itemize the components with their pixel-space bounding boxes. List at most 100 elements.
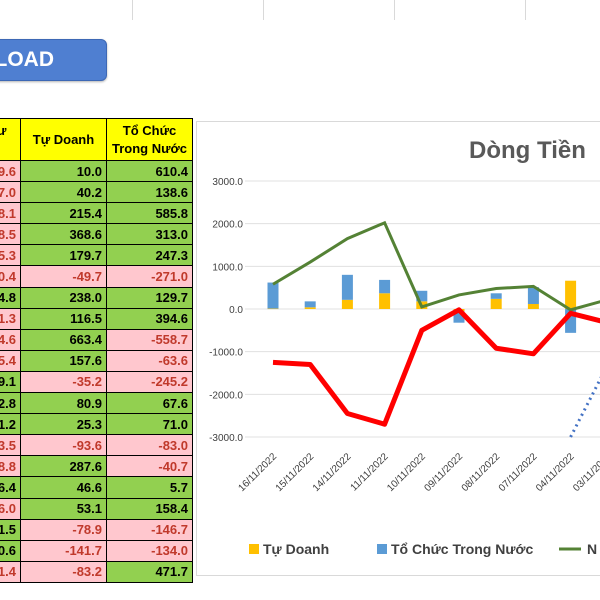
table-cell: 313.0 [106,223,193,246]
x-tick-label: 11/11/2022 [349,451,391,493]
y-tick-label: 2000.0 [212,220,243,231]
table-cell: 4.6 [0,328,21,351]
legend-swatch [377,544,387,554]
table-cell: 158.4 [106,497,193,520]
cash-flow-chart[interactable]: Dòng Tiền 3000.0 2000.0 1000.0 0.0 -1000.0 -2… [196,121,600,576]
table-cell: 247.3 [106,244,193,267]
table-cell: -245.2 [106,370,193,394]
bar [379,279,391,294]
table-cell: -271.0 [106,265,193,288]
table-cell: 5.3 [0,244,21,267]
table-cell: 9.6 [0,159,21,183]
table-cell: 46.6 [20,476,107,499]
x-tick-label: 14/11/2022 [311,451,354,494]
table-cell: 1.3 [0,307,21,330]
y-tick-label: -2000.0 [209,390,243,401]
table-cell: 4.8 [0,286,21,309]
table-cell: 610.4 [106,159,193,183]
x-tick-label: 15/11/2022 [274,451,317,494]
table-cell: 7.0 [0,181,21,204]
table-cell: -93.6 [20,434,107,457]
series-line [272,220,600,312]
table-cell: 138.6 [106,181,193,204]
chart-svg: Dòng Tiền 3000.0 2000.0 1000.0 0.0 -1000.0 -2… [209,137,600,557]
table-cell: 1.4 [0,560,21,583]
table-cell: 80.9 [20,392,107,415]
table-row: 1.5-78.9-146.7 [0,518,193,541]
table-cell: 0.6 [0,539,21,562]
table-row: 2.880.967.6 [0,392,193,415]
table-row: 3.5-93.6-83.0 [0,434,193,457]
table-cell: 1.5 [0,518,21,541]
bar [565,280,577,309]
table-cell: 6.0 [0,497,21,520]
chart-title: Dòng Tiền [469,137,586,164]
table-cell: 53.1 [20,497,107,520]
x-tick-label: 08/11/2022 [460,451,503,494]
table-cell: 585.8 [106,202,193,225]
table-cell: 25.3 [20,413,107,436]
x-tick-label: 10/11/2022 [385,451,428,494]
table-cell: 129.7 [106,286,193,309]
table-cell: 40.2 [20,181,107,204]
table-cell: 9.1 [0,370,21,394]
bar [304,301,316,308]
table-cell: 368.6 [20,223,107,246]
y-tick-label: 3000.0 [212,177,243,188]
table-cell: 67.6 [106,392,193,415]
table-cell: 71.0 [106,413,193,436]
table-cell: 8.8 [0,455,21,478]
load-button[interactable]: LOAD [0,39,107,81]
x-tick-label: 03/11/2022 [571,451,600,494]
legend-label: Tự Doanh [263,541,329,557]
table-cell: -35.2 [20,370,107,394]
y-tick-label: -3000.0 [209,433,243,444]
column-header: Tư n [0,118,21,161]
bar [453,311,465,323]
table-cell: 471.7 [106,560,193,583]
bar [379,293,391,309]
table-cell: 287.6 [20,455,107,478]
table-cell: 8.1 [0,202,21,225]
bar [341,274,353,300]
column-header-text: Tư n [0,122,16,158]
table-cell: 5.4 [0,349,21,372]
table-cell: 157.6 [20,349,107,372]
legend-swatch [249,544,259,554]
bar [341,299,353,309]
table-row: 0.6-141.7-134.0 [0,539,193,562]
table-cell: -141.7 [20,539,107,562]
bar [416,290,428,302]
table-cell: 3.5 [0,434,21,457]
table-cell: 663.4 [20,328,107,351]
table-cell: 2.8 [0,392,21,415]
column-header: Tự Doanh [20,118,107,161]
x-tick-label: 09/11/2022 [422,451,465,494]
column-header-text: Tự Doanh [32,131,95,147]
load-button-label: LOAD [0,48,54,71]
table-cell: 8.5 [0,223,21,246]
y-tick-label: -1000.0 [209,348,243,359]
table-cell: 116.5 [20,307,107,330]
table-row: 0.4-49.7-271.0 [0,265,193,288]
table-cell: 215.4 [20,202,107,225]
x-tick-label: 04/11/2022 [534,451,577,494]
table-cell: 1.2 [0,413,21,436]
bar [304,307,316,309]
table-header-row: Tư n Tự Doanh Tổ Chức Trong Nước [0,118,193,161]
table-cell: -558.7 [106,328,193,351]
table-cell: 6.4 [0,476,21,499]
table-cell: -49.7 [20,265,107,288]
y-tick-label: 1000.0 [212,262,243,273]
legend-label: N [587,541,597,557]
table-cell: -78.9 [20,518,107,541]
table-cell: 179.7 [20,244,107,267]
x-tick-label: 16/11/2022 [236,451,279,494]
table-cell: -40.7 [106,455,193,478]
table-row: 1.225.371.0 [0,413,193,436]
